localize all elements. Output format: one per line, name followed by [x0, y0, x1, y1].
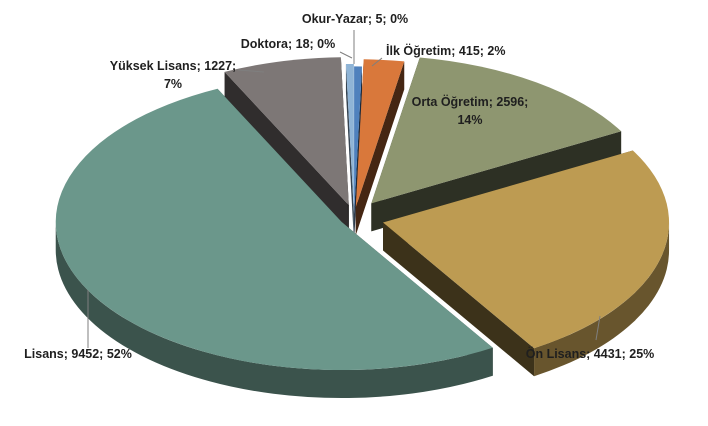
label-lisans: Lisans; 9452; 52%	[24, 347, 132, 361]
slice-yuksek-lisans	[224, 57, 349, 206]
label-ilk-ogretim: İlk Öğretim; 415; 2%	[386, 43, 506, 58]
slice-side-yuksek-lisans	[224, 71, 349, 234]
label-orta-ogretim-line2: 14%	[457, 113, 482, 127]
slice-side-ilk-ogretim	[355, 61, 405, 236]
slice-ilk-ogretim	[355, 59, 405, 208]
slice-side-on-lisans	[383, 222, 535, 377]
slice-side-okur-yazar	[354, 66, 363, 243]
label-yuksek-lisans-line2: 7%	[164, 77, 182, 91]
label-doktora: Doktora; 18; 0%	[241, 37, 335, 51]
leader-lines	[87, 30, 601, 348]
slice-side-orta-ogretim	[371, 131, 622, 232]
label-yuksek-lisans-line1: Yüksek Lisans; 1227;	[110, 59, 236, 73]
slice-wall-on-lisans	[534, 222, 670, 377]
slice-doktora	[345, 64, 354, 213]
pie-slices	[55, 57, 670, 399]
slice-side-doktora	[345, 64, 354, 241]
slice-lisans	[55, 88, 493, 371]
slice-okur-yazar	[354, 66, 363, 215]
slice-wall-lisans	[55, 222, 493, 399]
slice-on-lisans	[383, 150, 670, 349]
label-on-lisans: Ön Lisans; 4431; 25%	[526, 346, 655, 361]
label-okur-yazar: Okur-Yazar; 5; 0%	[302, 12, 408, 26]
slice-orta-ogretim	[371, 57, 622, 204]
label-orta-ogretim-line1: Orta Öğretim; 2596;	[412, 94, 529, 109]
